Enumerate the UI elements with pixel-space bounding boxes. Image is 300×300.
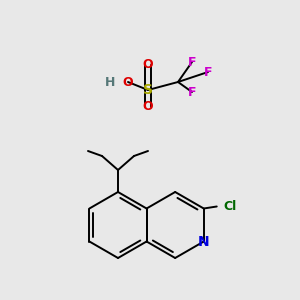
Text: O: O — [143, 100, 153, 113]
Text: F: F — [188, 85, 196, 98]
Text: F: F — [188, 56, 196, 68]
Text: S: S — [143, 83, 153, 97]
Text: O: O — [123, 76, 133, 88]
Text: Cl: Cl — [224, 200, 237, 213]
Text: N: N — [198, 235, 209, 248]
Text: F: F — [204, 65, 212, 79]
Text: H: H — [105, 76, 115, 88]
Text: O: O — [143, 58, 153, 71]
